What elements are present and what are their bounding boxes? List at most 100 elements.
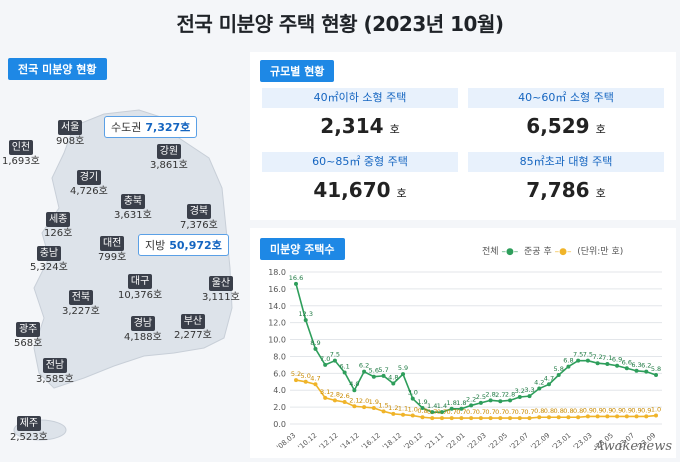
region-busan: 부산 2,277호 — [174, 314, 212, 341]
region-gyeongbuk: 경북 7,376호 — [180, 204, 218, 231]
x-tick-label: '22.05 — [487, 431, 509, 451]
data-label: 16.6 — [289, 274, 303, 282]
data-point — [498, 399, 503, 404]
data-label: 7.5 — [330, 351, 340, 359]
data-label: 6.3 — [631, 361, 641, 369]
y-tick-label: 6.0 — [273, 369, 286, 378]
x-tick-label: '22.07 — [508, 431, 530, 451]
data-label: 0.9 — [612, 406, 622, 414]
data-label: 0.7 — [476, 408, 486, 416]
y-tick-label: 14.0 — [268, 302, 286, 311]
data-point — [537, 415, 542, 420]
data-point — [313, 382, 318, 387]
data-label: 0.7 — [495, 408, 505, 416]
y-tick-label: 0.0 — [273, 420, 286, 429]
data-point — [459, 416, 464, 421]
data-point — [556, 415, 561, 420]
x-tick-label: '23.03 — [572, 431, 594, 451]
data-label: 1.0 — [651, 406, 661, 414]
data-label: 1.2 — [388, 404, 398, 412]
local-value: 50,972호 — [169, 239, 222, 252]
data-point — [576, 358, 581, 363]
region-daejeon: 대전 799호 — [98, 236, 127, 263]
data-label: 0.9 — [583, 406, 593, 414]
data-point — [654, 373, 658, 378]
data-label: 4.8 — [388, 373, 398, 381]
x-tick-label: '12.12 — [318, 431, 340, 451]
y-tick-label: 16.0 — [268, 285, 286, 294]
data-point — [585, 414, 590, 419]
y-tick-label: 12.0 — [268, 319, 286, 328]
data-label: 2.8 — [330, 390, 340, 398]
data-label: 5.7 — [378, 366, 388, 374]
data-point — [371, 374, 376, 379]
data-label: 2.8 — [505, 390, 515, 398]
data-point — [381, 373, 386, 378]
data-label: 3.3 — [524, 386, 534, 394]
data-label: 4.0 — [349, 380, 359, 388]
x-tick-label: '20.12 — [402, 431, 424, 451]
data-label: 7.5 — [583, 351, 593, 359]
data-point — [303, 379, 308, 384]
data-point — [527, 394, 532, 399]
data-label: 6.1 — [339, 362, 349, 370]
data-label: 8.9 — [310, 339, 320, 347]
data-label: 0.9 — [641, 406, 651, 414]
data-label: 3.2 — [515, 387, 525, 395]
scale-section-label: 규모별 현황 — [260, 60, 335, 82]
data-point — [508, 416, 513, 421]
data-label: 1.8 — [447, 399, 457, 407]
page-title: 전국 미분양 주택 현황 (2023년 10월) — [176, 12, 505, 36]
data-point — [469, 416, 474, 421]
data-point — [439, 416, 444, 421]
data-label: 2.2 — [466, 395, 476, 403]
scale-cell-small-60: 40~60㎡ 소형 주택 6,529 호 — [468, 88, 664, 146]
data-point — [401, 412, 406, 417]
x-tick-label: '18.12 — [381, 431, 403, 451]
region-jeonbuk: 전북 3,227호 — [62, 290, 100, 317]
data-point — [449, 416, 454, 421]
x-tick-label: '22.01 — [445, 431, 467, 451]
region-ulsan: 울산 3,111호 — [202, 276, 240, 303]
data-point — [508, 398, 513, 403]
data-label: 0.9 — [602, 406, 612, 414]
capital-area-summary: 수도권 7,327호 — [104, 116, 198, 138]
data-label: 0.7 — [524, 408, 534, 416]
data-point — [420, 415, 425, 420]
data-label: 0.8 — [417, 407, 427, 415]
scale-cell-unit: 호 — [595, 187, 606, 200]
x-tick-label: '21.11 — [424, 431, 446, 451]
local-label: 지방 — [145, 239, 166, 252]
unsold-housing-line-chart: 0.0 2.0 4.0 6.0 8.0 10.0 12.0 14.0 16.0 18.0 '08.0… — [268, 268, 662, 452]
legend-total-label: 전체 — [482, 247, 499, 257]
data-point — [332, 398, 337, 403]
data-point — [595, 414, 600, 419]
y-tick-label: 4.0 — [273, 386, 286, 395]
data-point — [410, 396, 415, 401]
data-point — [430, 410, 435, 415]
legend-completed-label: 준공 후 — [524, 247, 552, 257]
data-point — [294, 378, 298, 383]
data-label: 0.7 — [515, 408, 525, 416]
data-label: 4.7 — [310, 374, 320, 382]
data-point — [517, 394, 522, 399]
data-point — [323, 395, 328, 400]
data-point — [342, 400, 347, 405]
data-label: 5.0 — [301, 372, 311, 380]
scale-cell-unit: 호 — [396, 187, 407, 200]
data-point — [615, 414, 620, 419]
data-point — [342, 370, 347, 375]
data-label: 2.0 — [359, 397, 369, 405]
data-label: 0.7 — [456, 408, 466, 416]
data-label: 3.1 — [320, 388, 330, 396]
data-label: 7.2 — [592, 353, 602, 361]
x-tick-label: '16.12 — [360, 431, 382, 451]
scale-cell-medium-85: 60~85㎡ 중형 주택 41,670 호 — [262, 152, 458, 210]
region-sejong: 세종 126호 — [44, 212, 73, 239]
data-point — [546, 415, 551, 420]
scale-cell-large: 85㎡초과 대형 주택 7,786 호 — [468, 152, 664, 210]
data-point — [313, 346, 318, 351]
x-tick-label: '08.03 — [275, 431, 297, 451]
data-point — [391, 411, 396, 416]
data-point — [430, 416, 435, 421]
